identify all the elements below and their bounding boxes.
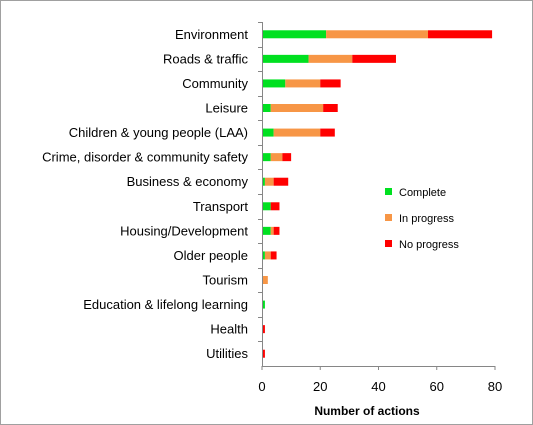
category-label: Leisure [205,101,248,116]
category-label: Utilities [206,346,248,361]
bar-segment-no-progress [428,30,493,39]
category-label: Older people [174,248,248,263]
bar-segment-no-progress [320,79,341,88]
bar-segment-no-progress [270,202,280,211]
axes [262,22,495,367]
legend-swatch-no-progress [385,240,392,247]
legend-swatch-in-progress [385,214,392,221]
bar-segment-complete [262,104,271,112]
x-tick-label: 0 [258,379,265,394]
category-label: Children & young people (LAA) [69,125,248,140]
bar-segment-no-progress [323,104,338,112]
bar-segment-complete [262,251,265,260]
bar-segment-complete [262,177,265,186]
bar-segment-complete [262,202,271,211]
bar-segment-in-progress [270,153,283,162]
x-tick-label: 60 [430,379,444,394]
bar-segment-in-progress [273,128,321,137]
x-tick-label: 40 [371,379,385,394]
bar-segment-complete [262,30,327,39]
category-label: Roads & traffic [163,51,249,66]
bar-segment-no-progress [273,226,280,235]
x-tick-label: 20 [313,379,327,394]
bar-segment-in-progress [326,30,429,39]
legend-label: In progress [399,213,455,225]
legend-label: No progress [399,239,459,251]
bar-segment-in-progress [308,54,353,63]
x-tick-labels: 0 20 40 60 80 [258,366,502,394]
category-label: Health [210,322,248,337]
bar-segment-no-progress [282,153,292,162]
bar-segment-complete [262,153,271,162]
category-label: Community [182,76,248,91]
bar-segment-complete [262,300,265,309]
category-labels: Environment Roads & traffic Community Leisu… [42,27,248,361]
bar-segment-no-progress [273,177,289,186]
bar-segment-in-progress [285,79,321,88]
category-label: Crime, disorder & community safety [42,150,248,165]
bar-segment-complete [262,79,286,88]
bar-segment-no-progress [270,251,277,260]
bar-segment-no-progress [352,54,396,63]
legend-swatch-complete [385,188,392,195]
legend: Complete In progress No progress [385,187,459,251]
category-label: Education & lifelong learning [83,297,248,312]
bar-segment-in-progress [264,177,274,186]
category-label: Environment [175,27,248,42]
bar-segment-no-progress [320,128,335,137]
bar-segment-no-progress [262,349,265,358]
x-axis-label: Number of actions [314,404,420,418]
bar-segment-in-progress [270,104,324,112]
bar-segment-in-progress [270,226,274,235]
category-label: Tourism [202,273,248,288]
bar-segment-complete [262,226,271,235]
category-label: Housing/Development [120,223,248,238]
bar-segment-complete [262,128,274,137]
x-tick-label: 80 [488,379,502,394]
bar-series [258,22,493,358]
bar-segment-in-progress [264,251,271,260]
category-label: Transport [193,199,249,214]
category-label: Business & economy [127,174,249,189]
bar-segment-no-progress [262,325,265,334]
bar-segment-complete [262,54,309,63]
legend-label: Complete [399,187,446,199]
bar-segment-in-progress [262,276,268,284]
